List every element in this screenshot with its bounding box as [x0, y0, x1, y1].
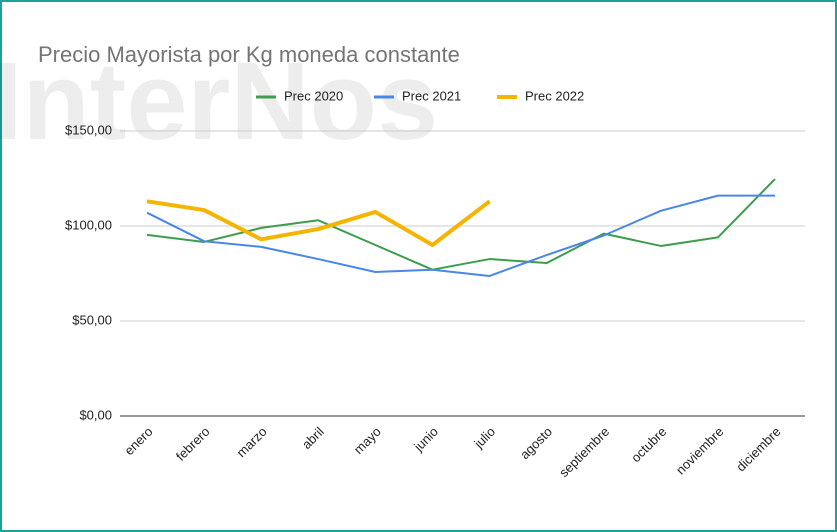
y-tick-label: $150,00 — [65, 122, 112, 137]
y-tick-label: $50,00 — [72, 312, 112, 327]
series-line — [146, 199, 491, 247]
y-tick-label: $100,00 — [65, 217, 112, 232]
watermark: InterNos — [0, 40, 438, 163]
series-line — [146, 194, 775, 277]
chart-title: Precio Mayorista por Kg moneda constante — [38, 42, 460, 67]
legend-label: Prec 2020 — [284, 88, 343, 103]
series-line — [146, 178, 776, 271]
legend-label: Prec 2021 — [402, 88, 461, 103]
legend-label: Prec 2022 — [525, 88, 584, 103]
y-tick-label: $0,00 — [79, 407, 112, 422]
